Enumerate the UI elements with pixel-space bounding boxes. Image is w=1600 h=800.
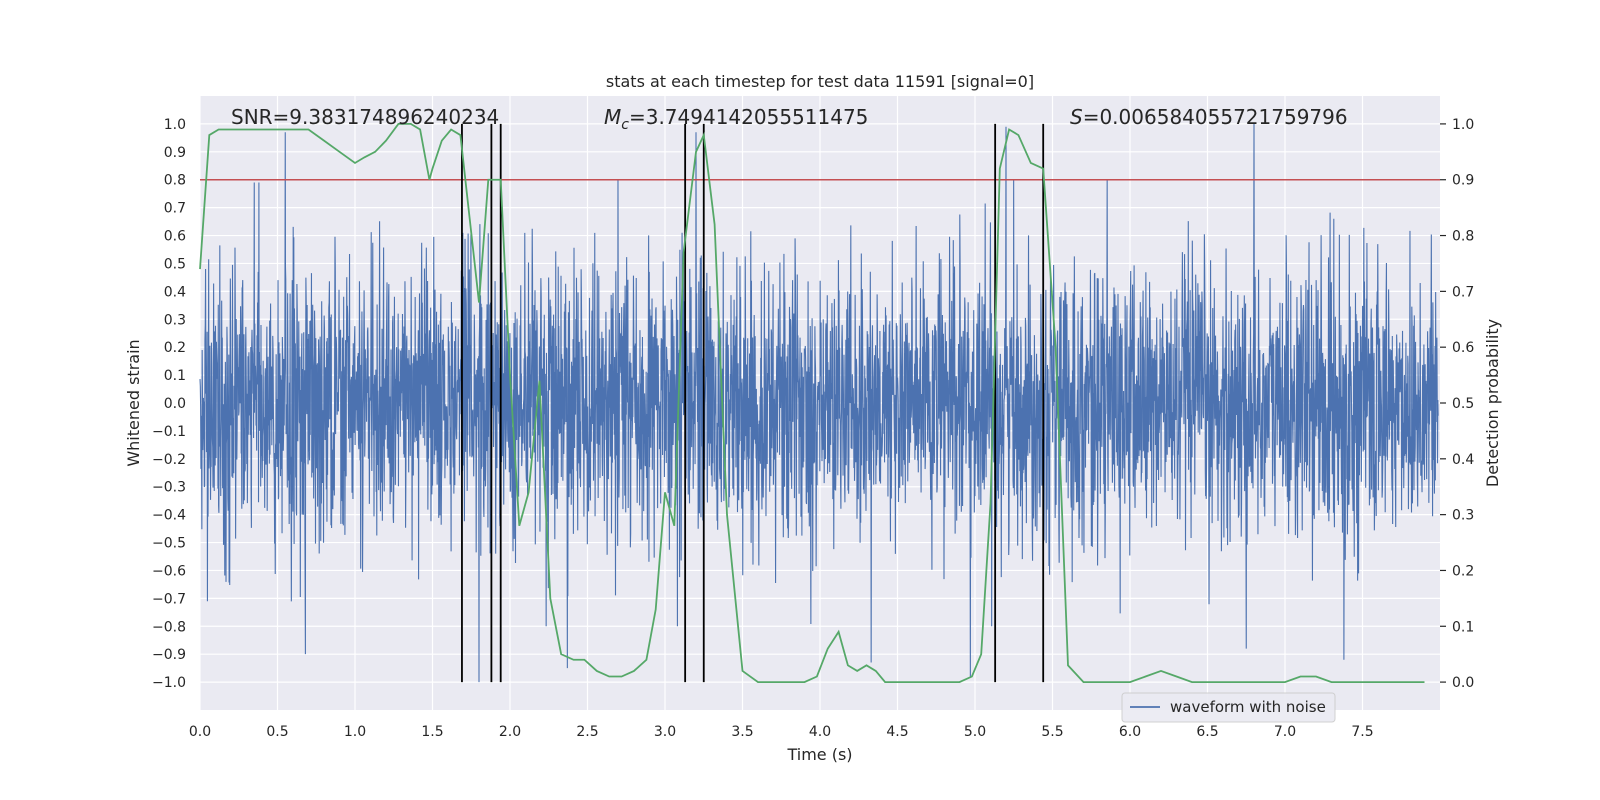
y-right-axis-label: Detection probability bbox=[1483, 319, 1502, 487]
y-left-tick-label: −0.1 bbox=[152, 424, 186, 440]
y-left-tick-label: −0.9 bbox=[152, 647, 186, 663]
y-left-tick-label: 0.2 bbox=[164, 340, 186, 356]
y-left-tick-label: 0.9 bbox=[164, 145, 186, 161]
y-right-tick-label: 0.8 bbox=[1452, 229, 1474, 245]
x-tick-label: 5.0 bbox=[964, 724, 986, 740]
y-left-tick-label: −0.2 bbox=[152, 452, 186, 468]
y-right-tick-label: 0.6 bbox=[1452, 340, 1474, 356]
x-tick-label: 0.5 bbox=[266, 724, 288, 740]
chirp-mass-symbol: M bbox=[604, 105, 621, 129]
chirp-mass-value: =3.7494142055511475 bbox=[629, 105, 868, 129]
waveform-noise-series bbox=[199, 123, 1439, 683]
y-left-tick-label: 0.6 bbox=[164, 229, 186, 245]
y-left-tick-label: 0.1 bbox=[164, 368, 186, 384]
y-left-tick-label: −0.7 bbox=[152, 591, 186, 607]
x-tick-label: 3.0 bbox=[654, 724, 676, 740]
y-left-tick-label: −0.4 bbox=[152, 508, 186, 524]
x-tick-label: 6.0 bbox=[1119, 724, 1141, 740]
x-tick-label: 3.5 bbox=[731, 724, 753, 740]
y-right-tick-label: 0.4 bbox=[1452, 452, 1474, 468]
y-left-tick-label: 0.7 bbox=[164, 201, 186, 217]
legend-box bbox=[1121, 692, 1336, 723]
chirp-mass-subscript: c bbox=[621, 117, 629, 133]
x-tick-label: 2.0 bbox=[499, 724, 521, 740]
x-tick-label: 2.5 bbox=[576, 724, 598, 740]
y-left-tick-label: 0.5 bbox=[164, 256, 186, 272]
y-left-tick-label: 0.4 bbox=[164, 284, 186, 300]
y-right-tick-label: 0.2 bbox=[1452, 563, 1474, 579]
chirp-mass-annotation: Mc=3.7494142055511475 bbox=[604, 105, 868, 133]
x-tick-label: 7.0 bbox=[1274, 724, 1296, 740]
y-right-axis-ticks: 0.0 0.1 0.2 0.3 0.4 0.5 0.6 0.7 0.8 0.9 1.0 bbox=[1440, 117, 1474, 691]
waveform-with-noise-line bbox=[199, 123, 1439, 683]
y-right-tick-label: 0.9 bbox=[1452, 173, 1474, 189]
vertical-markers bbox=[461, 123, 1045, 683]
y-left-tick-label: −0.6 bbox=[152, 563, 186, 579]
x-axis-label: Time (s) bbox=[786, 745, 852, 764]
x-tick-label: 5.5 bbox=[1041, 724, 1063, 740]
detection-probability-line bbox=[199, 123, 1425, 683]
y-right-tick-label: 0.1 bbox=[1452, 619, 1474, 635]
snr-annotation: SNR=9.383174896240234 bbox=[231, 105, 499, 129]
x-tick-label: 0.0 bbox=[189, 724, 211, 740]
y-right-tick-label: 0.7 bbox=[1452, 284, 1474, 300]
x-tick-label: 7.5 bbox=[1351, 724, 1373, 740]
s-symbol: S bbox=[1070, 105, 1083, 129]
y-left-tick-label: −1.0 bbox=[152, 675, 186, 691]
y-right-tick-label: 1.0 bbox=[1452, 117, 1474, 133]
x-tick-label: 6.5 bbox=[1196, 724, 1218, 740]
y-right-tick-label: 0.3 bbox=[1452, 508, 1474, 524]
y-left-axis-label: Whitened strain bbox=[124, 339, 143, 466]
s-value: =0.006584055721759796 bbox=[1083, 105, 1348, 129]
y-left-tick-label: −0.5 bbox=[152, 536, 186, 552]
y-right-tick-label: 0.5 bbox=[1452, 396, 1474, 412]
x-tick-label: 4.5 bbox=[886, 724, 908, 740]
x-tick-label: 1.0 bbox=[344, 724, 366, 740]
y-right-tick-label: 0.0 bbox=[1452, 675, 1474, 691]
s-annotation: S=0.006584055721759796 bbox=[1070, 105, 1348, 129]
x-axis-ticks: 0.0 0.5 1.0 1.5 2.0 2.5 3.0 3.5 4.0 4.5 5.0 5.5 6.0 6… bbox=[189, 724, 1374, 740]
legend-label: waveform with noise bbox=[1170, 698, 1326, 716]
y-left-tick-label: 0.0 bbox=[164, 396, 186, 412]
y-left-tick-label: −0.3 bbox=[152, 480, 186, 496]
y-left-tick-label: 1.0 bbox=[164, 117, 186, 133]
chart-title: stats at each timestep for test data 115… bbox=[606, 72, 1034, 91]
y-left-tick-label: 0.3 bbox=[164, 312, 186, 328]
legend: waveform with noise bbox=[1121, 692, 1336, 723]
y-left-tick-label: 0.8 bbox=[164, 173, 186, 189]
y-left-tick-label: −0.8 bbox=[152, 619, 186, 635]
x-tick-label: 4.0 bbox=[809, 724, 831, 740]
y-left-axis-ticks: −1.0 −0.9 −0.8 −0.7 −0.6 −0.5 −0.4 −0.3 −0.2 −0.1… bbox=[152, 117, 186, 691]
detection-probability-series bbox=[199, 123, 1425, 683]
x-tick-label: 1.5 bbox=[421, 724, 443, 740]
